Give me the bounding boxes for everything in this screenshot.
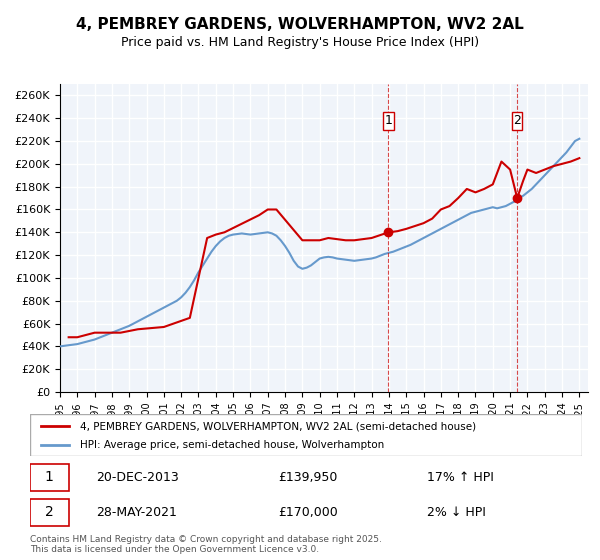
Text: 17% ↑ HPI: 17% ↑ HPI	[427, 471, 494, 484]
Text: 1: 1	[385, 114, 392, 128]
Text: 2: 2	[513, 114, 521, 128]
Text: 2% ↓ HPI: 2% ↓ HPI	[427, 506, 487, 519]
Text: 2: 2	[45, 505, 53, 520]
Text: HPI: Average price, semi-detached house, Wolverhampton: HPI: Average price, semi-detached house,…	[80, 440, 384, 450]
Text: 28-MAY-2021: 28-MAY-2021	[96, 506, 177, 519]
FancyBboxPatch shape	[512, 112, 523, 130]
Text: £139,950: £139,950	[278, 471, 338, 484]
Text: £170,000: £170,000	[278, 506, 338, 519]
Text: Price paid vs. HM Land Registry's House Price Index (HPI): Price paid vs. HM Land Registry's House …	[121, 36, 479, 49]
Text: 20-DEC-2013: 20-DEC-2013	[96, 471, 179, 484]
FancyBboxPatch shape	[30, 499, 68, 526]
Text: 4, PEMBREY GARDENS, WOLVERHAMPTON, WV2 2AL (semi-detached house): 4, PEMBREY GARDENS, WOLVERHAMPTON, WV2 2…	[80, 421, 476, 431]
FancyBboxPatch shape	[30, 464, 68, 491]
Text: 4, PEMBREY GARDENS, WOLVERHAMPTON, WV2 2AL: 4, PEMBREY GARDENS, WOLVERHAMPTON, WV2 2…	[76, 17, 524, 32]
Text: Contains HM Land Registry data © Crown copyright and database right 2025.
This d: Contains HM Land Registry data © Crown c…	[30, 535, 382, 554]
FancyBboxPatch shape	[30, 414, 582, 456]
FancyBboxPatch shape	[383, 112, 394, 130]
Text: 1: 1	[45, 470, 54, 484]
